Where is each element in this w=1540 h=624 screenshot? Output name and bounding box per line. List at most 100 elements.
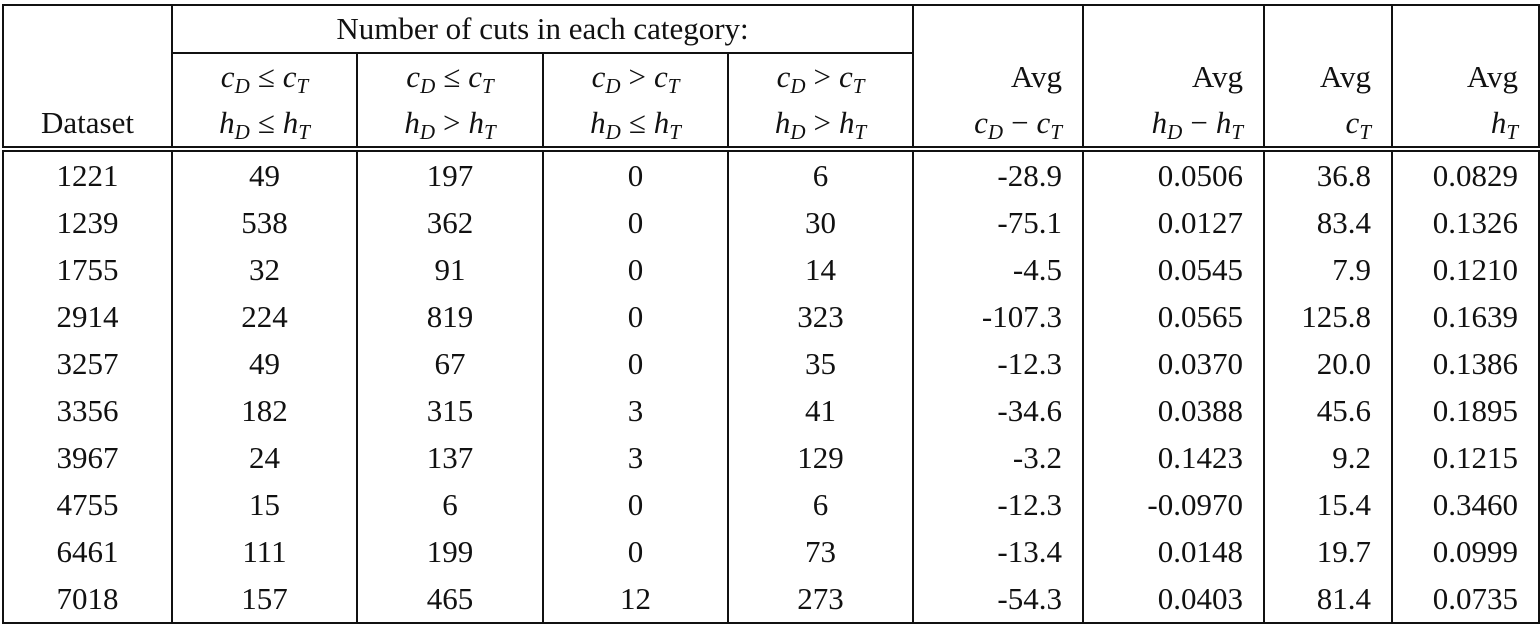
- header-line: hD > hT: [729, 100, 912, 146]
- math-subscript: T: [852, 74, 865, 98]
- cell: 49: [171, 340, 358, 387]
- cell: 0.1423: [1082, 434, 1265, 481]
- cell: 1221: [2, 149, 173, 199]
- cell: 6461: [2, 528, 173, 575]
- data-row: 6461 111 199 0 73 -13.4 0.0148 19.7 0.0999: [2, 528, 1540, 575]
- cell: 224: [171, 293, 358, 340]
- cell: 0.0148: [1082, 528, 1265, 575]
- cell: 41: [727, 387, 914, 434]
- math-subscript: D: [790, 120, 806, 144]
- header-line: cD > cT: [729, 54, 912, 100]
- cell: 182: [171, 387, 358, 434]
- header-line: cD > cT: [544, 54, 727, 100]
- cell: 30: [727, 199, 914, 246]
- header-text: Dataset: [41, 105, 134, 140]
- cell: 0.0829: [1391, 149, 1540, 199]
- cell: 157: [171, 575, 358, 624]
- cell: 0: [542, 149, 729, 199]
- cell: 32: [171, 246, 358, 293]
- math-variable: c: [591, 59, 606, 94]
- cell: 0.1639: [1391, 293, 1540, 340]
- math-subscript: T: [669, 120, 681, 144]
- header-line: Avg: [914, 54, 1062, 100]
- header-line: cD − cT: [914, 100, 1062, 146]
- math-variable: h: [653, 105, 670, 140]
- cell: 819: [356, 293, 544, 340]
- header-line: hD − hT: [1084, 100, 1243, 146]
- header-line: hD ≤ hT: [544, 100, 727, 146]
- group-header: Number of cuts in each category:: [171, 4, 914, 54]
- operator: −: [1011, 105, 1029, 140]
- cell: 0.0506: [1082, 149, 1265, 199]
- cell: -0.0970: [1082, 481, 1265, 528]
- column-header: cD > cT hD ≤ hT: [542, 52, 729, 152]
- cell: 0.0370: [1082, 340, 1265, 387]
- math-variable: h: [1151, 105, 1168, 140]
- math-subscript: D: [419, 120, 435, 144]
- math-variable: h: [282, 105, 299, 140]
- math-subscript: T: [1506, 120, 1518, 144]
- math-variable: h: [774, 105, 791, 140]
- cell: 0: [542, 199, 729, 246]
- math-variable: h: [590, 105, 606, 140]
- data-row: 2914 224 819 0 323 -107.3 0.0565 125.8 0.1639: [2, 293, 1540, 340]
- header-row: Dataset Number of cuts in each category: A…: [2, 4, 1540, 152]
- header-line: Dataset: [4, 100, 171, 146]
- cell: 323: [727, 293, 914, 340]
- math-variable: c: [653, 59, 668, 94]
- cell: -12.3: [912, 340, 1084, 387]
- data-row: 3356 182 315 3 41 -34.6 0.0388 45.6 0.1895: [2, 387, 1540, 434]
- cell: -54.3: [912, 575, 1084, 624]
- math-subscript: T: [854, 120, 867, 144]
- math-variable: h: [838, 105, 855, 140]
- cell: 7018: [2, 575, 173, 624]
- math-subscript: T: [483, 120, 496, 144]
- cell: 35: [727, 340, 914, 387]
- column-header: Avg cT: [1263, 4, 1393, 152]
- header-line: hD > hT: [358, 100, 542, 146]
- operator: ≤: [257, 105, 275, 140]
- math-subscript: T: [296, 74, 309, 98]
- column-header: Avg hD − hT: [1082, 4, 1265, 152]
- cell: 67: [356, 340, 544, 387]
- data-row: 3257 49 67 0 35 -12.3 0.0370 20.0 0.1386: [2, 340, 1540, 387]
- math-subscript: D: [1167, 120, 1183, 144]
- math-variable: c: [974, 105, 988, 140]
- header-text: Avg: [1191, 59, 1243, 94]
- column-header: cD ≤ cT hD > hT: [356, 52, 544, 152]
- cell: 1755: [2, 246, 173, 293]
- cell: 125.8: [1263, 293, 1393, 340]
- data-row: 3967 24 137 3 129 -3.2 0.1423 9.2 0.1215: [2, 434, 1540, 481]
- operator: ≤: [443, 59, 461, 94]
- header-line: cD ≤ cT: [173, 54, 356, 100]
- cell: 315: [356, 387, 544, 434]
- header-text: Avg: [1319, 59, 1371, 94]
- cell: 0: [542, 528, 729, 575]
- header-line: Avg: [1265, 54, 1371, 100]
- results-table: Dataset Number of cuts in each category: A…: [2, 4, 1540, 624]
- cell: -107.3: [912, 293, 1084, 340]
- cell: 45.6: [1263, 387, 1393, 434]
- operator: −: [1190, 105, 1208, 140]
- cell: 15.4: [1263, 481, 1393, 528]
- data-row: 7018 157 465 12 273 -54.3 0.0403 81.4 0.0735: [2, 575, 1540, 624]
- column-header: Avg cD − cT: [912, 4, 1084, 152]
- math-variable: c: [776, 59, 791, 94]
- cell: 0.1326: [1391, 199, 1540, 246]
- math-variable: h: [468, 105, 484, 140]
- cell: 0.3460: [1391, 481, 1540, 528]
- cell: 0.0565: [1082, 293, 1265, 340]
- cell: 0: [542, 481, 729, 528]
- math-subscript: D: [234, 74, 250, 98]
- cell: -28.9: [912, 149, 1084, 199]
- math-variable: c: [838, 59, 853, 94]
- math-variable: c: [282, 59, 297, 94]
- cell: 3967: [2, 434, 173, 481]
- cell: 15: [171, 481, 358, 528]
- cell: 0: [542, 340, 729, 387]
- cell: 3257: [2, 340, 173, 387]
- cell: -75.1: [912, 199, 1084, 246]
- operator: >: [813, 105, 831, 140]
- cell: 362: [356, 199, 544, 246]
- math-variable: c: [1345, 105, 1360, 140]
